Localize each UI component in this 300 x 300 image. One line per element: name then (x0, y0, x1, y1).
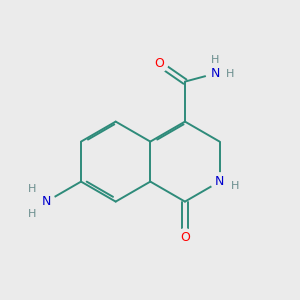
Text: H: H (211, 55, 219, 64)
Text: O: O (154, 57, 164, 70)
Circle shape (150, 55, 168, 72)
Text: N: N (210, 67, 220, 80)
Circle shape (206, 65, 224, 82)
Text: N: N (215, 175, 224, 188)
Text: O: O (180, 231, 190, 244)
Text: H: H (28, 184, 37, 194)
Circle shape (38, 193, 55, 210)
Circle shape (211, 173, 228, 190)
Text: H: H (231, 181, 239, 190)
Circle shape (176, 229, 194, 246)
Text: H: H (28, 209, 37, 219)
Text: N: N (42, 195, 51, 208)
Text: H: H (226, 69, 234, 79)
